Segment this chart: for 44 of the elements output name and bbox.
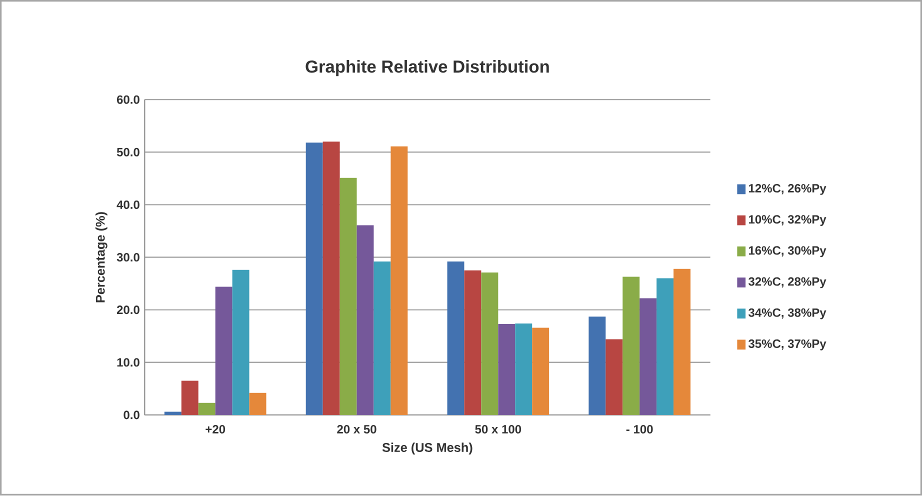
legend-label: 35%C, 37%Py xyxy=(748,340,826,351)
bar xyxy=(322,142,340,416)
bar xyxy=(656,278,674,416)
bar xyxy=(464,270,482,416)
x-tick-label: 50 x 100 xyxy=(475,425,522,434)
y-tick-label: 20.0 xyxy=(116,306,140,314)
chart-title: Graphite Relative Distribution xyxy=(306,60,549,76)
y-tick-label: 10.0 xyxy=(117,358,140,367)
bar xyxy=(481,272,498,416)
y-tick-label: 50.0 xyxy=(116,148,140,157)
x-tick-label: - 100 xyxy=(626,425,653,434)
bar xyxy=(640,298,657,416)
bar xyxy=(340,178,357,416)
y-tick-label: 0.0 xyxy=(124,410,140,420)
legend-label: 32%C, 28%Py xyxy=(748,278,826,288)
bar xyxy=(515,324,532,416)
bar xyxy=(249,393,266,416)
x-tick-label: 20 x 50 xyxy=(337,425,376,434)
y-axis-title: Percentage (%) xyxy=(95,212,108,302)
bar xyxy=(374,262,391,416)
x-axis-title: Size (US Mesh) xyxy=(382,442,472,455)
bar xyxy=(622,276,640,416)
bar xyxy=(390,146,408,416)
bar xyxy=(588,316,606,416)
bar xyxy=(674,269,690,416)
legend-label: 16%C, 30%Py xyxy=(748,246,826,258)
bar xyxy=(215,286,232,416)
y-tick-label: 30.0 xyxy=(116,253,140,262)
bar xyxy=(532,328,550,416)
y-tick-label: 60.0 xyxy=(116,96,140,104)
bar xyxy=(606,340,623,416)
bar xyxy=(164,412,182,416)
x-tick-label: +20 xyxy=(206,425,226,434)
bar xyxy=(356,225,374,416)
y-tick-label: 40.0 xyxy=(116,200,140,210)
legend-label: 10%C, 32%Py xyxy=(748,215,826,226)
bar xyxy=(232,270,250,416)
bar xyxy=(198,403,216,416)
bar xyxy=(306,142,323,416)
bar xyxy=(498,324,516,416)
bar xyxy=(447,262,464,416)
bar xyxy=(181,381,198,416)
legend-label: 34%C, 38%Py xyxy=(748,308,826,320)
legend-label: 12%C, 26%Py xyxy=(748,184,826,196)
